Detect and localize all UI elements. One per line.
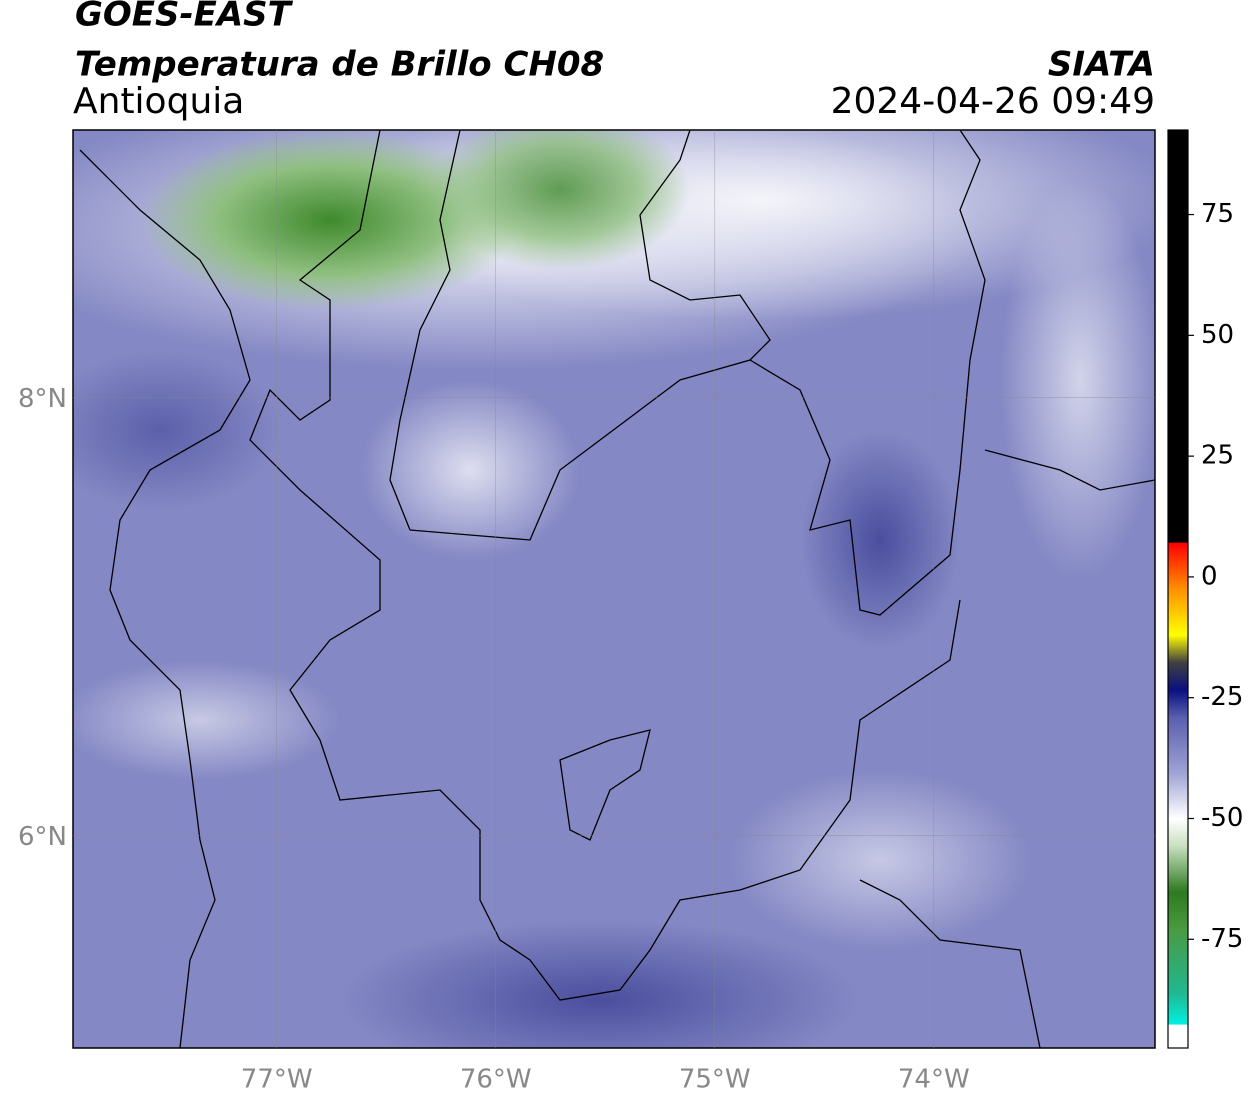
region: Antioquia xyxy=(73,81,244,122)
colorbar xyxy=(1167,129,1189,1049)
x-tick-label: 76°W xyxy=(460,1065,532,1095)
x-tick-label: 75°W xyxy=(679,1065,751,1095)
x-tick-label: 74°W xyxy=(898,1065,970,1095)
colorbar-tick-label: 75 xyxy=(1201,199,1234,229)
colorbar-tick-label: 50 xyxy=(1201,320,1234,350)
source: SIATA xyxy=(1048,45,1155,85)
y-tick-label: 8°N xyxy=(18,384,67,414)
x-tick-label: 77°W xyxy=(241,1065,313,1095)
subtitle: Temperatura de Brillo CH08 xyxy=(75,45,604,85)
map-frame xyxy=(72,129,1156,1049)
timestamp: 2024-04-26 09:49 xyxy=(831,81,1155,122)
colorbar-tick-label: -75 xyxy=(1201,924,1243,954)
colorbar-tick-label: 0 xyxy=(1201,561,1218,591)
satellite-image xyxy=(73,130,1155,1048)
colorbar-tick-label: -25 xyxy=(1201,682,1243,712)
colorbar-tick-label: 25 xyxy=(1201,441,1234,471)
colorbar-tick-label: -50 xyxy=(1201,803,1243,833)
y-tick-label: 6°N xyxy=(18,822,67,852)
title: GOES-EAST xyxy=(75,0,294,35)
